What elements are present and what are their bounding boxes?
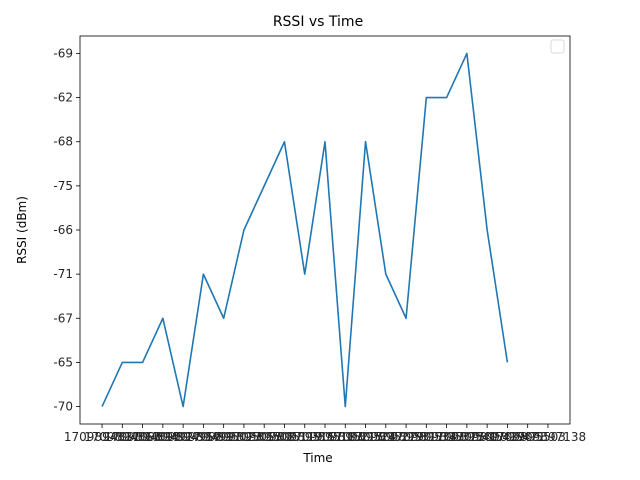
- x-tick-label: 1709895343: [388, 430, 464, 444]
- plot-frame: [79, 35, 571, 425]
- y-tick-label: -67: [53, 311, 73, 325]
- x-tick-label: 1709895055: [206, 430, 282, 444]
- legend-box: [550, 39, 565, 54]
- x-tick-label: 1709895215: [307, 430, 383, 444]
- y-tick-label: -70: [53, 400, 73, 414]
- y-tick-label: -68: [53, 135, 73, 149]
- x-tick-label: 1709895311: [368, 430, 444, 444]
- x-axis-label: Time: [302, 451, 332, 465]
- x-tick-label: 1709895471: [469, 430, 545, 444]
- x-tick-label: 1709894991: [165, 430, 241, 444]
- x-tick-label: 1709895247: [327, 430, 403, 444]
- x-tick-label: 1709895439: [449, 430, 525, 444]
- y-tick-label: -66: [53, 223, 73, 237]
- x-tick-label: 1709895023: [185, 430, 261, 444]
- x-tick-label: 1709894895: [104, 430, 180, 444]
- x-tick-label: 1709895375: [408, 430, 484, 444]
- y-tick-label: -62: [53, 91, 73, 105]
- y-tick-label: -69: [53, 46, 73, 60]
- x-tick-label: 1709895503: [490, 430, 566, 444]
- series-line: [101, 52, 509, 408]
- x-tick-label: 1709895183: [287, 430, 363, 444]
- x-tick-label: 1709895119: [246, 430, 322, 444]
- x-tick-label: 1709897138: [510, 430, 586, 444]
- x-tick-label: 1709895407: [429, 430, 505, 444]
- y-tick-label: -75: [53, 179, 73, 193]
- x-tick-label: 1709895151: [267, 430, 343, 444]
- chart-title: RSSI vs Time: [273, 14, 363, 30]
- x-tick-label: 1709894927: [125, 430, 201, 444]
- y-axis-label: RSSI (dBm): [15, 196, 29, 264]
- plot-area: -70-65-67-71-66-75-68-62-691709894831170…: [53, 46, 586, 444]
- y-tick-label: -65: [53, 355, 73, 369]
- x-tick-label: 1709895087: [226, 430, 302, 444]
- y-tick-label: -71: [53, 267, 73, 281]
- x-tick-label: 1709894831: [64, 430, 140, 444]
- x-tick-label: 1709895279: [348, 430, 424, 444]
- x-tick-label: 1709894863: [84, 430, 160, 444]
- x-tick-label: 1709894959: [145, 430, 221, 444]
- legend: [550, 39, 565, 54]
